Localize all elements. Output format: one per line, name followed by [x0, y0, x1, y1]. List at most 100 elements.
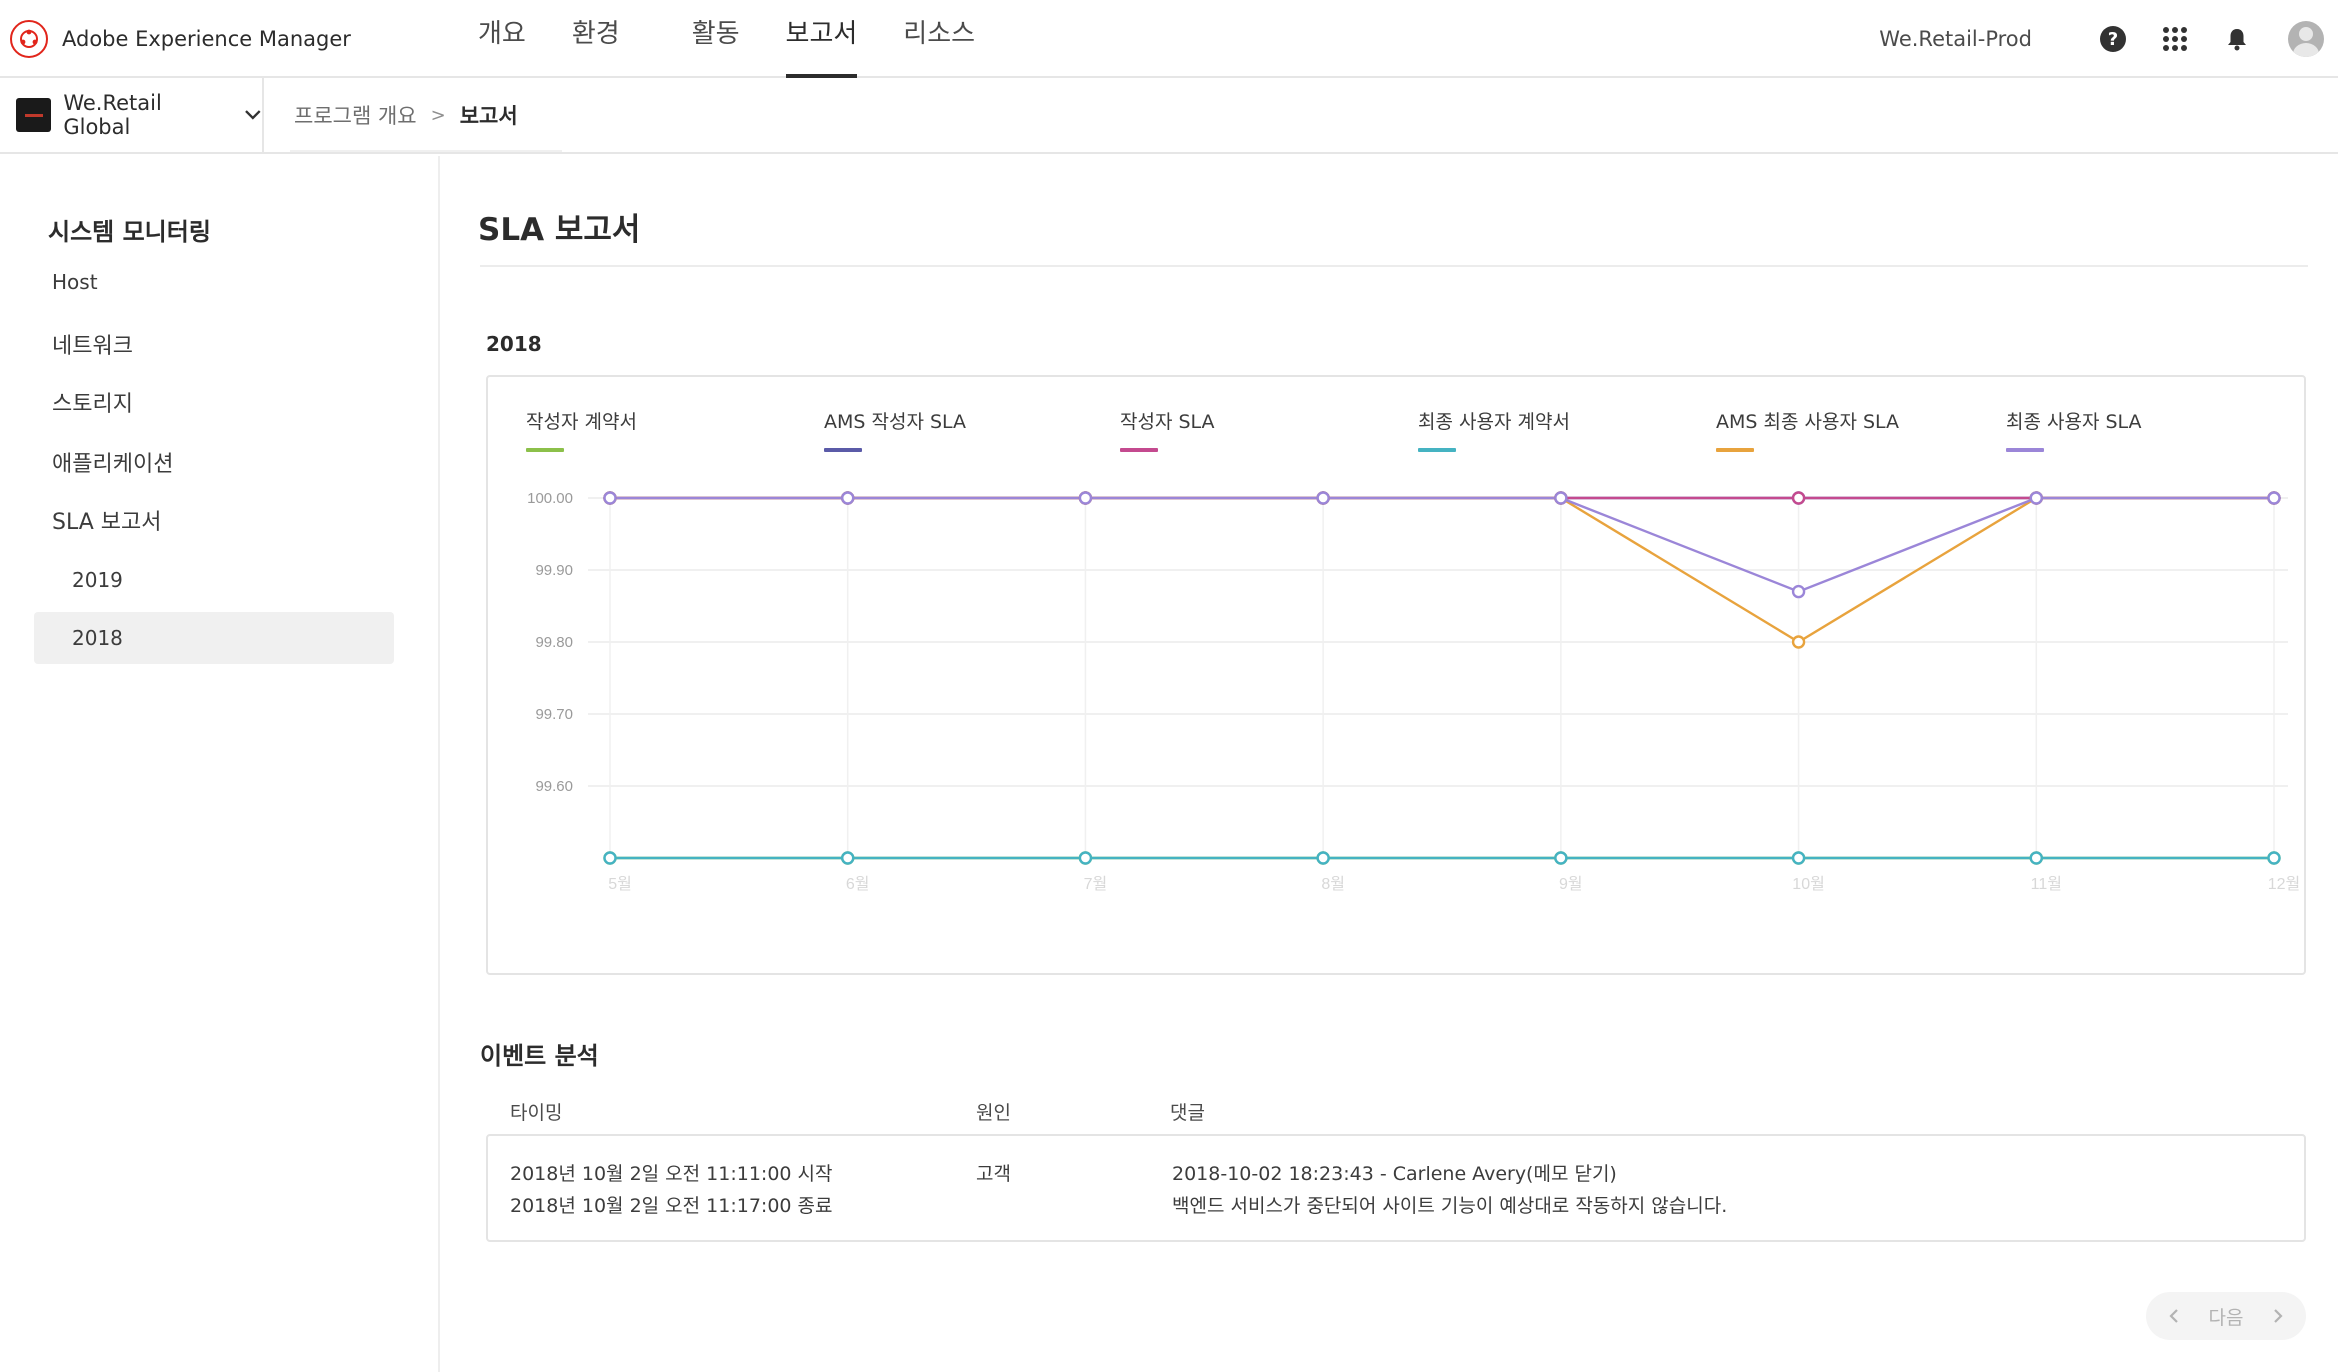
sidebar-item-application[interactable]: 애플리케이션	[52, 452, 174, 477]
sidebar-subitem-2018[interactable]: 2018	[34, 612, 394, 664]
legend-swatch	[824, 448, 862, 452]
x-tick-label: 8월	[1321, 875, 1345, 893]
app-name: Adobe Experience Manager	[62, 27, 351, 51]
pagination: 다음	[2146, 1292, 2306, 1340]
environment-selector[interactable]: We.Retail-Prod	[1879, 27, 2032, 51]
y-tick-label: 99.70	[535, 706, 573, 723]
y-tick-label: 99.60	[535, 778, 573, 795]
sla-chart-card: 작성자 계약서 AMS 작성자 SLA 작성자 SLA 최종 사용자 계약서 A…	[486, 375, 2306, 975]
x-tick-label: 11월	[2031, 875, 2062, 893]
top-header: Adobe Experience Manager 개요 환경 활동 보고서 리소…	[0, 0, 2338, 78]
legend-swatch	[2006, 448, 2044, 452]
legend-item-author-sla[interactable]: 작성자 SLA	[1120, 407, 1215, 452]
breadcrumb-current: 보고서	[459, 104, 518, 128]
series-point	[1078, 851, 1093, 865]
context-bar: We.Retail Global 프로그램 개요 > 보고서	[0, 78, 2338, 154]
legend-label: AMS 최종 사용자 SLA	[1716, 411, 1900, 433]
sidebar-item-sla-report[interactable]: SLA 보고서	[52, 510, 162, 535]
organization-switcher[interactable]: We.Retail Global	[0, 78, 264, 152]
organization-name: We.Retail Global	[63, 91, 162, 139]
tab-environments[interactable]: 환경	[571, 19, 620, 49]
x-tick-label: 12월	[2268, 875, 2301, 893]
series-point	[2267, 851, 2281, 865]
legend-label: 작성자 계약서	[526, 411, 637, 433]
column-header-cause: 원인	[976, 1102, 1011, 1124]
event-timing-end: 2018년 10월 2일 오전 11:17:00 종료	[510, 1195, 833, 1217]
user-avatar-icon[interactable]	[2288, 21, 2324, 57]
legend-label: 최종 사용자 SLA	[2006, 411, 2142, 433]
next-page-label[interactable]: 다음	[2208, 1306, 2244, 1329]
series-line	[610, 496, 2274, 593]
event-timing-start: 2018년 10월 2일 오전 11:11:00 시작	[510, 1163, 833, 1185]
main-nav: 개요 환경 활동 보고서 리소스	[478, 0, 1021, 78]
legend-swatch	[526, 448, 564, 452]
series-point	[841, 851, 855, 865]
help-icon: ?	[2100, 26, 2126, 52]
notifications-button[interactable]	[2220, 22, 2254, 56]
column-header-timing: 타이밍	[510, 1102, 563, 1124]
tab-overview[interactable]: 개요	[478, 19, 526, 49]
series-point	[1554, 491, 1568, 505]
event-comment: 2018-10-02 18:23:43 - Carlene Avery(메모 닫…	[1172, 1158, 1727, 1222]
sla-line-chart: 100.00 99.90 99.80 99.70 99.60 5월 6월 7월 8월 9월 10월 1…	[527, 490, 2301, 893]
header-actions: We.Retail-Prod ?	[1879, 18, 2324, 60]
legend-swatch	[1418, 448, 1456, 452]
chevron-down-icon	[245, 110, 261, 120]
series-point	[841, 491, 855, 505]
legend-item-end-user-contract[interactable]: 최종 사용자 계약서	[1418, 407, 1570, 452]
series-point	[1316, 851, 1330, 865]
chevron-left-icon	[2169, 1309, 2178, 1323]
series-point	[603, 491, 617, 505]
series-point	[2029, 851, 2043, 865]
legend-item-author-contract[interactable]: 작성자 계약서	[526, 407, 637, 452]
legend-swatch	[1716, 448, 1754, 452]
event-timing: 2018년 10월 2일 오전 11:11:00 시작 2018년 10월 2일…	[510, 1158, 833, 1222]
legend-item-ams-end-user-sla[interactable]: AMS 최종 사용자 SLA	[1716, 407, 1899, 452]
series-point	[2267, 491, 2281, 505]
series-point	[2029, 491, 2043, 505]
y-tick-label: 99.80	[535, 634, 573, 651]
legend-item-ams-author-sla[interactable]: AMS 작성자 SLA	[824, 407, 966, 452]
sidebar-subitem-2019[interactable]: 2019	[72, 568, 123, 592]
next-page-button[interactable]	[2268, 1306, 2288, 1326]
x-tick-label: 6월	[846, 875, 870, 893]
sidebar-item-storage[interactable]: 스토리지	[52, 392, 133, 417]
x-tick-label: 5월	[608, 875, 632, 893]
sidebar-item-network[interactable]: 네트워크	[52, 334, 133, 359]
chart-legend: 작성자 계약서 AMS 작성자 SLA 작성자 SLA 최종 사용자 계약서 A…	[488, 407, 2308, 457]
legend-label: 최종 사용자 계약서	[1418, 411, 1570, 433]
event-comment-header: 2018-10-02 18:23:43 - Carlene Avery(메모 닫…	[1172, 1163, 1617, 1185]
notification-bell-icon	[2228, 29, 2246, 51]
x-tick-label: 10월	[1792, 875, 1825, 893]
help-button[interactable]: ?	[2096, 22, 2130, 56]
previous-page-button[interactable]	[2164, 1306, 2184, 1326]
column-header-comment: 댓글	[1170, 1102, 1205, 1124]
series-point	[1554, 851, 1568, 865]
series-point	[1791, 491, 1806, 505]
breadcrumb-program-overview[interactable]: 프로그램 개요	[294, 104, 417, 128]
breadcrumb-divider	[290, 150, 562, 152]
tab-resources[interactable]: 리소스	[903, 19, 976, 49]
legend-label: 작성자 SLA	[1120, 411, 1215, 433]
legend-label: AMS 작성자 SLA	[824, 411, 967, 433]
y-tick-label: 99.90	[535, 562, 573, 579]
sidebar-item-host[interactable]: Host	[52, 270, 98, 294]
tab-activity[interactable]: 활동	[691, 19, 740, 49]
legend-item-end-user-sla[interactable]: 최종 사용자 SLA	[2006, 407, 2142, 452]
table-row: 2018년 10월 2일 오전 11:11:00 시작 2018년 10월 2일…	[486, 1134, 2306, 1242]
apps-button[interactable]	[2158, 22, 2192, 56]
series-point	[1791, 635, 1806, 649]
brand[interactable]: Adobe Experience Manager	[10, 20, 351, 58]
event-cause: 고객	[976, 1163, 1011, 1185]
apps-grid-icon	[2163, 27, 2187, 51]
page-title: SLA 보고서	[478, 212, 641, 248]
legend-swatch	[1120, 448, 1158, 452]
y-tick-label: 100.00	[527, 490, 573, 507]
series-point	[1791, 851, 1806, 865]
chart-year-label: 2018	[486, 332, 542, 356]
chevron-right-icon	[2274, 1309, 2283, 1323]
series-point	[1791, 584, 1806, 599]
series-point	[603, 851, 617, 865]
organization-logo	[16, 98, 52, 132]
tab-reports[interactable]: 보고서	[785, 0, 857, 78]
